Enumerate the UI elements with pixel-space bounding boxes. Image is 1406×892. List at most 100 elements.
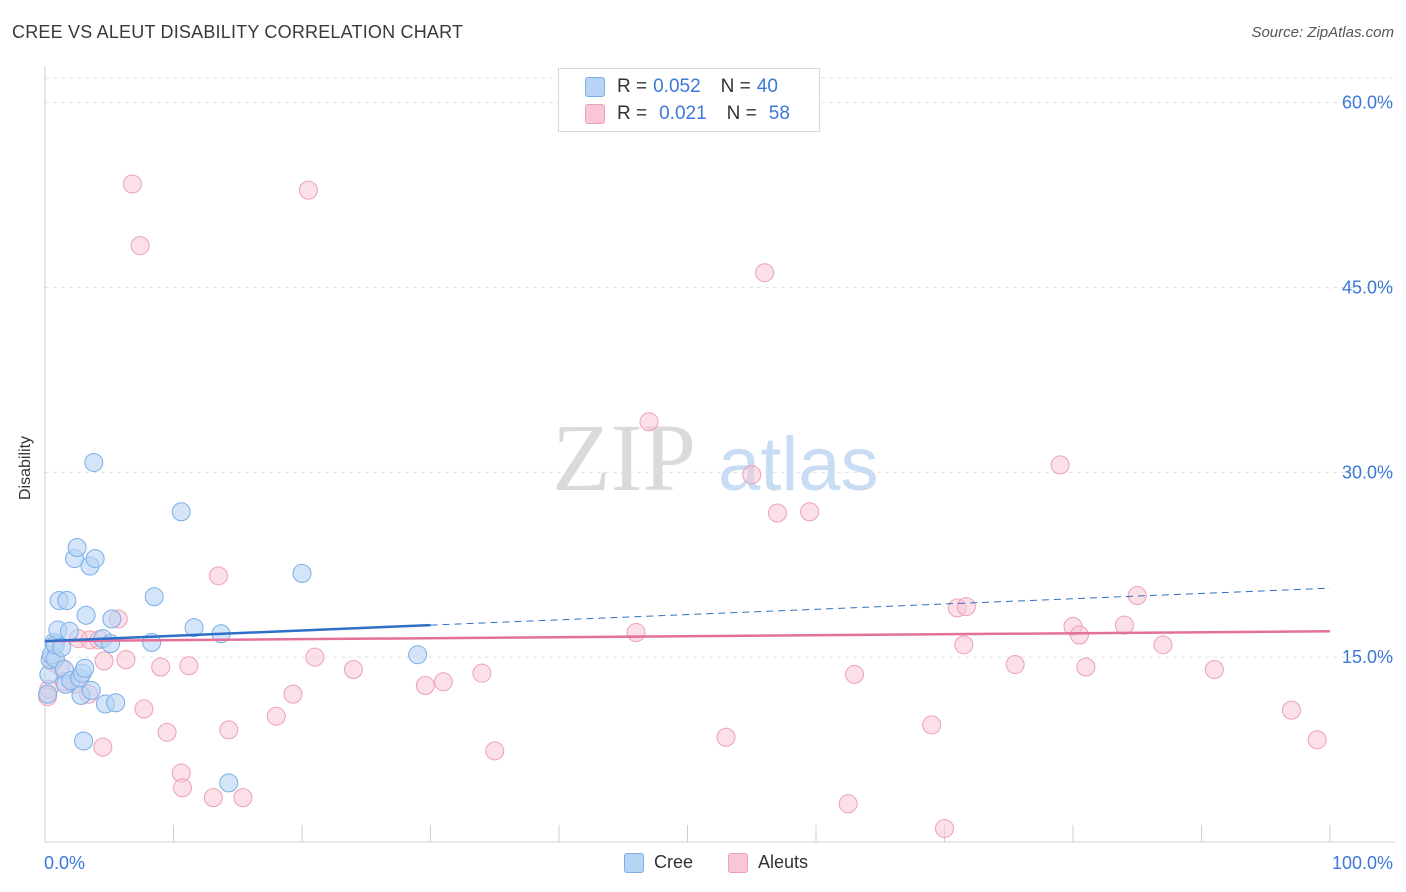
aleut-point <box>845 664 865 684</box>
cree-point <box>408 645 428 665</box>
cree-point <box>106 693 126 713</box>
x-tick-label: 0.0% <box>44 853 85 873</box>
aleut-point <box>755 263 775 283</box>
aleut-point <box>1153 635 1173 655</box>
r-value: 0.021 <box>659 103 707 124</box>
y-tick-label: 30.0% <box>1342 462 1393 482</box>
cree-swatch <box>585 77 605 97</box>
cree-trend-line <box>44 623 431 643</box>
cree-point <box>59 621 79 641</box>
aleut-point <box>485 741 505 761</box>
aleut-point <box>122 174 142 194</box>
aleut-point <box>266 706 286 726</box>
aleut-point <box>305 647 325 667</box>
cree-point <box>292 563 312 583</box>
aleut-point <box>1069 625 1089 645</box>
aleut-point <box>626 623 646 643</box>
n-value: 58 <box>768 103 790 124</box>
aleut-point <box>157 722 177 742</box>
aleut-point <box>1005 655 1025 675</box>
aleut-point <box>956 597 976 617</box>
aleut-point <box>179 656 199 676</box>
legend-label-cree: Cree <box>654 852 694 872</box>
aleut-point <box>767 503 787 523</box>
aleut-point <box>1050 455 1070 475</box>
aleut-point <box>151 657 171 677</box>
cree-point <box>81 680 101 700</box>
aleut-point <box>1114 615 1134 635</box>
cree-point <box>74 731 94 751</box>
aleut-point <box>1076 657 1096 677</box>
stats-legend: R = 0.052 N = 40 R = 0.021 N = 58 <box>558 68 820 132</box>
aleut-point <box>130 236 150 256</box>
legend-item-aleuts: Aleuts <box>728 852 808 873</box>
aleut-point <box>716 727 736 747</box>
aleut-point <box>922 715 942 735</box>
aleut-point <box>1127 586 1147 606</box>
cree-point <box>75 658 95 678</box>
aleut-point <box>233 788 253 808</box>
legend-item-cree: Cree <box>624 852 693 873</box>
cree-point <box>38 684 58 704</box>
r-label: R = <box>617 76 648 97</box>
r-label: R = <box>617 103 648 124</box>
r-value: 0.052 <box>653 76 701 97</box>
aleut-trend-line <box>44 630 1331 643</box>
aleut-legend-swatch <box>728 852 748 873</box>
trend-lines <box>44 587 1331 643</box>
aleut-point <box>283 684 303 704</box>
n-value: 40 <box>756 76 778 97</box>
cree-point <box>171 502 191 522</box>
n-label: N = <box>726 103 757 124</box>
aleut-point <box>172 778 192 798</box>
aleut-point <box>1281 700 1301 720</box>
cree-legend-swatch <box>624 852 644 873</box>
aleut-point <box>742 465 762 485</box>
tick-labels: 15.0% 30.0% 45.0% 60.0% 0.0% 100.0% <box>44 93 1393 873</box>
cree-point <box>85 549 105 569</box>
aleut-point <box>1307 730 1327 750</box>
aleut-swatch <box>585 104 605 124</box>
cree-point <box>67 537 87 557</box>
y-axis-label: Disability <box>17 435 34 500</box>
legend-label-aleuts: Aleuts <box>758 852 809 872</box>
aleut-point <box>433 672 453 692</box>
y-tick-label: 15.0% <box>1342 647 1393 667</box>
aleut-point <box>343 659 363 679</box>
aleut-point <box>415 676 435 696</box>
aleut-point <box>93 737 113 757</box>
aleut-point <box>838 794 858 814</box>
aleut-point <box>472 663 492 683</box>
aleut-point <box>203 788 223 808</box>
cree-point <box>84 452 104 472</box>
x-tick-label: 100.0% <box>1332 853 1393 873</box>
watermark: ZIP atlas <box>552 404 879 511</box>
aleut-point <box>639 412 659 432</box>
aleut-point <box>116 650 136 670</box>
axes <box>44 66 1395 843</box>
n-label: N = <box>720 76 751 97</box>
aleut-point <box>1204 659 1224 679</box>
aleut-point <box>208 566 228 586</box>
watermark-atlas: atlas <box>718 422 879 507</box>
stats-row-cree: R = 0.052 N = 40 <box>585 75 778 99</box>
chart-title: CREE VS ALEUT DISABILITY CORRELATION CHA… <box>12 22 464 42</box>
aleut-point <box>800 502 820 522</box>
cree-trend-extension <box>430 587 1331 626</box>
stats-row-aleuts: R = 0.021 N = 58 <box>585 102 790 126</box>
aleut-point <box>219 720 239 740</box>
cree-point <box>144 587 164 607</box>
source-label: Source: ZipAtlas.com <box>1251 24 1394 41</box>
cree-point <box>76 605 96 625</box>
aleut-point <box>935 818 954 838</box>
aleut-point <box>134 699 154 719</box>
y-tick-label: 60.0% <box>1342 93 1393 113</box>
cree-point <box>184 618 204 638</box>
cree-point <box>219 773 239 793</box>
aleut-point <box>94 651 114 671</box>
cree-point <box>52 637 72 657</box>
aleut-point <box>298 180 318 200</box>
cree-point <box>102 609 122 629</box>
y-tick-label: 45.0% <box>1342 277 1393 297</box>
